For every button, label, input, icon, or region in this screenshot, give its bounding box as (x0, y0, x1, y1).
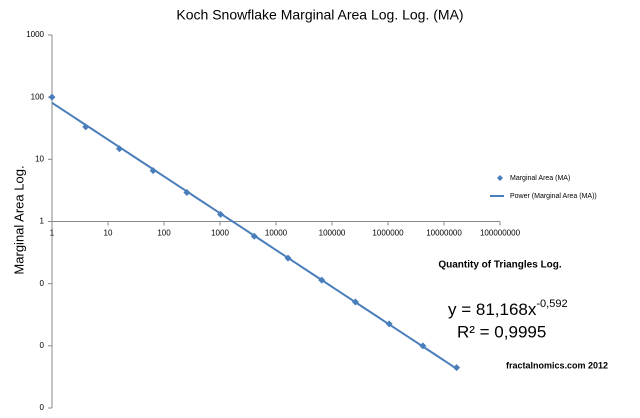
marker (385, 320, 393, 328)
marker (250, 232, 258, 240)
marker (419, 342, 427, 350)
equation-base: y = 81,168x (448, 300, 537, 319)
y-tick-label: 0 (40, 279, 45, 288)
legend-label: Power (Marginal Area (MA)) (510, 193, 597, 200)
x-tick-label: 100000 (319, 229, 346, 238)
y-axis-label: Marginal Area Log. (11, 165, 26, 274)
y-tick-label: 1 (40, 217, 45, 226)
marker (48, 93, 56, 101)
marker (115, 145, 123, 153)
chart-title: Koch Snowflake Marginal Area Log. Log. (… (176, 7, 463, 23)
marker (284, 254, 292, 262)
legend-marker (497, 175, 503, 181)
marker (453, 364, 461, 372)
x-tick-label: 1 (50, 229, 55, 238)
x-tick-label: 1000 (211, 229, 229, 238)
marker (183, 188, 191, 196)
marker (149, 167, 157, 175)
x-tick-label: 100000000 (480, 229, 521, 238)
y-tick-label: 0 (40, 341, 45, 350)
equation: y = 81,168x-0,592 (448, 298, 568, 320)
y-tick-label: 0 (40, 403, 45, 412)
legend-label: Marginal Area (MA) (510, 175, 570, 182)
x-tick-label: 10 (104, 229, 113, 238)
footnote: fractalnomics.com 2012 (506, 360, 608, 370)
marker (318, 276, 326, 284)
marker (82, 123, 90, 131)
x-tick-label: 1000000 (372, 229, 404, 238)
x-tick-label: 10000000 (426, 229, 462, 238)
equation-exponent: -0,592 (536, 298, 567, 310)
marker (351, 298, 359, 306)
y-tick-label: 1000 (26, 30, 44, 39)
r-squared: R² = 0,9995 (457, 322, 546, 341)
y-tick-label: 10 (35, 154, 44, 163)
x-tick-label: 10000 (265, 229, 288, 238)
marker (217, 210, 225, 218)
x-axis-label: Quantity of Triangles Log. (438, 260, 562, 271)
y-tick-label: 100 (31, 92, 45, 101)
x-tick-label: 100 (157, 229, 171, 238)
